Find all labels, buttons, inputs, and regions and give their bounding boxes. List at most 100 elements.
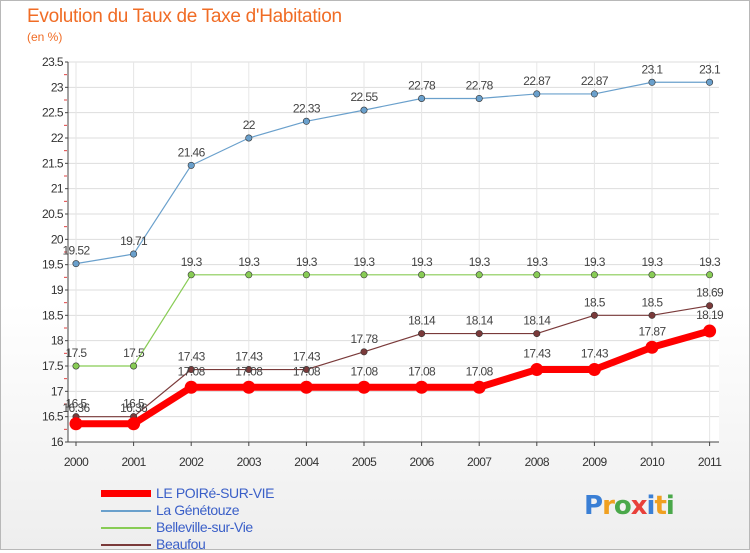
data-point bbox=[533, 90, 541, 98]
data-point bbox=[72, 362, 80, 370]
data-label: 22.78 bbox=[408, 78, 436, 92]
x-tick-label: 2004 bbox=[294, 455, 319, 469]
data-label: 17.43 bbox=[581, 347, 609, 361]
data-label: 19.3 bbox=[238, 255, 260, 269]
legend-label: La Génétouze bbox=[156, 502, 240, 518]
data-label: 17.5 bbox=[66, 346, 88, 360]
data-label: 21.46 bbox=[178, 145, 206, 159]
data-label: 22.78 bbox=[466, 78, 494, 92]
x-tick-label: 2011 bbox=[698, 455, 722, 469]
data-label: 17.08 bbox=[293, 364, 321, 378]
proxiti-logo: Proxiti bbox=[584, 491, 675, 521]
data-label: 18.14 bbox=[408, 314, 436, 328]
data-point bbox=[590, 311, 598, 319]
data-label: 19.3 bbox=[296, 255, 318, 269]
data-point bbox=[706, 78, 714, 86]
data-label: 22.55 bbox=[350, 90, 378, 104]
data-point bbox=[648, 311, 656, 319]
data-point bbox=[418, 330, 426, 338]
data-label: 17.5 bbox=[123, 346, 145, 360]
data-point bbox=[69, 417, 83, 431]
data-label: 19.71 bbox=[120, 234, 148, 248]
data-label: 19.3 bbox=[699, 255, 721, 269]
x-tick-label: 2006 bbox=[409, 455, 434, 469]
data-point bbox=[299, 380, 313, 394]
series-le-poir-sur-vie: 16.36 16.36 17.08 17.08 17.08 17.08 17.08 17.08… bbox=[62, 308, 725, 431]
data-point bbox=[648, 271, 656, 279]
data-label: 18.14 bbox=[523, 314, 551, 328]
data-point bbox=[187, 271, 195, 279]
y-tick-label: 19.5 bbox=[42, 258, 64, 272]
y-tick-label: 16.5 bbox=[42, 410, 64, 424]
x-tick-label: 2001 bbox=[121, 455, 146, 469]
data-label: 18.19 bbox=[696, 308, 724, 322]
data-label: 19.3 bbox=[411, 255, 433, 269]
y-tick-label: 21 bbox=[51, 182, 64, 196]
data-label: 18.14 bbox=[466, 314, 494, 328]
legend-label: LE POIRé-SUR-VIE bbox=[156, 485, 275, 501]
legend-label: Beaufou bbox=[156, 536, 206, 552]
data-label: 17.43 bbox=[178, 350, 206, 364]
data-label: 19.3 bbox=[642, 255, 664, 269]
x-tick-label: 2007 bbox=[467, 455, 492, 469]
data-label: 17.08 bbox=[178, 364, 206, 378]
data-point bbox=[587, 363, 601, 377]
data-label: 17.08 bbox=[408, 364, 436, 378]
data-point bbox=[648, 78, 656, 86]
data-label: 19.3 bbox=[584, 255, 606, 269]
y-tick-label: 17 bbox=[51, 384, 64, 398]
legend-swatch bbox=[101, 527, 151, 529]
y-tick-label: 23 bbox=[51, 80, 64, 94]
data-point bbox=[475, 94, 483, 102]
data-label: 16.5 bbox=[66, 397, 88, 411]
data-label: 17.08 bbox=[235, 364, 263, 378]
y-tick-label: 18.5 bbox=[42, 308, 64, 322]
x-tick-label: 2005 bbox=[352, 455, 377, 469]
series-la-g-n-touze: 19.52 19.71 21.46 22 22.33 22.55 22.78 22.78 22.… bbox=[62, 62, 722, 268]
y-tick-label: 22 bbox=[51, 131, 64, 145]
x-tick-label: 2009 bbox=[582, 455, 607, 469]
data-label: 17.08 bbox=[350, 364, 378, 378]
data-point bbox=[418, 94, 426, 102]
data-label: 17.43 bbox=[235, 350, 263, 364]
data-label: 19.3 bbox=[354, 255, 376, 269]
data-label: 22.87 bbox=[523, 74, 551, 88]
data-point bbox=[706, 271, 714, 279]
data-label: 18.69 bbox=[696, 286, 724, 300]
legend-swatch bbox=[101, 510, 151, 512]
x-tick-label: 2010 bbox=[640, 455, 665, 469]
data-label: 23.1 bbox=[699, 62, 721, 76]
data-label: 16.36 bbox=[62, 401, 90, 415]
data-point bbox=[533, 330, 541, 338]
series-belleville-sur-vie: 17.5 17.5 19.3 19.3 19.3 19.3 19.3 19.3 19.3 19.3… bbox=[66, 255, 722, 370]
data-label: 19.3 bbox=[469, 255, 491, 269]
data-point bbox=[245, 134, 253, 142]
chart-subtitle: (en %) bbox=[27, 30, 63, 44]
data-point bbox=[706, 302, 714, 310]
data-point bbox=[245, 271, 253, 279]
data-point bbox=[302, 117, 310, 125]
legend-swatch bbox=[101, 544, 151, 546]
data-point bbox=[533, 271, 541, 279]
legend-swatch bbox=[101, 490, 151, 497]
data-label: 18.5 bbox=[642, 295, 664, 309]
data-label: 17.78 bbox=[350, 332, 378, 346]
data-point bbox=[357, 380, 371, 394]
data-point bbox=[187, 366, 195, 374]
data-point bbox=[184, 380, 198, 394]
data-label: 18.5 bbox=[584, 295, 606, 309]
data-label: 19.52 bbox=[62, 244, 90, 258]
data-label: 22.87 bbox=[581, 74, 609, 88]
data-label: 23.1 bbox=[642, 62, 664, 76]
y-tick-label: 22.5 bbox=[42, 106, 64, 120]
data-label: 16.36 bbox=[120, 401, 148, 415]
data-point bbox=[472, 380, 486, 394]
data-point bbox=[302, 271, 310, 279]
data-point bbox=[242, 380, 256, 394]
data-label: 16.5 bbox=[123, 397, 145, 411]
x-tick-label: 2003 bbox=[237, 455, 262, 469]
data-point bbox=[130, 362, 138, 370]
plot-area bbox=[68, 62, 719, 442]
